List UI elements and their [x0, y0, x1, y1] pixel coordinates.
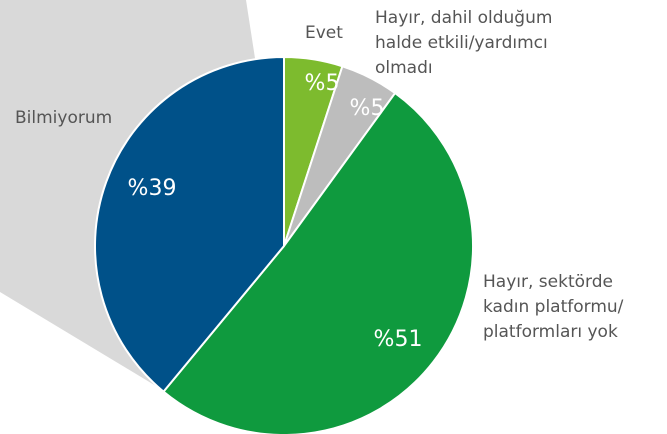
value-label: %5	[305, 71, 340, 96]
pie-slice	[162, 91, 474, 434]
value-label: %51	[374, 327, 423, 352]
pie-slice	[94, 55, 285, 394]
category-label: Bilmiyorum	[15, 108, 113, 128]
value-label: %39	[128, 176, 177, 201]
value-label: %5	[350, 96, 385, 121]
category-label: Hayır, dahil olduğum halde etkili/yardım…	[375, 8, 553, 78]
category-label: Hayır, sektörde kadın platformu/ platfor…	[483, 272, 624, 342]
category-label: Evet	[305, 23, 343, 43]
